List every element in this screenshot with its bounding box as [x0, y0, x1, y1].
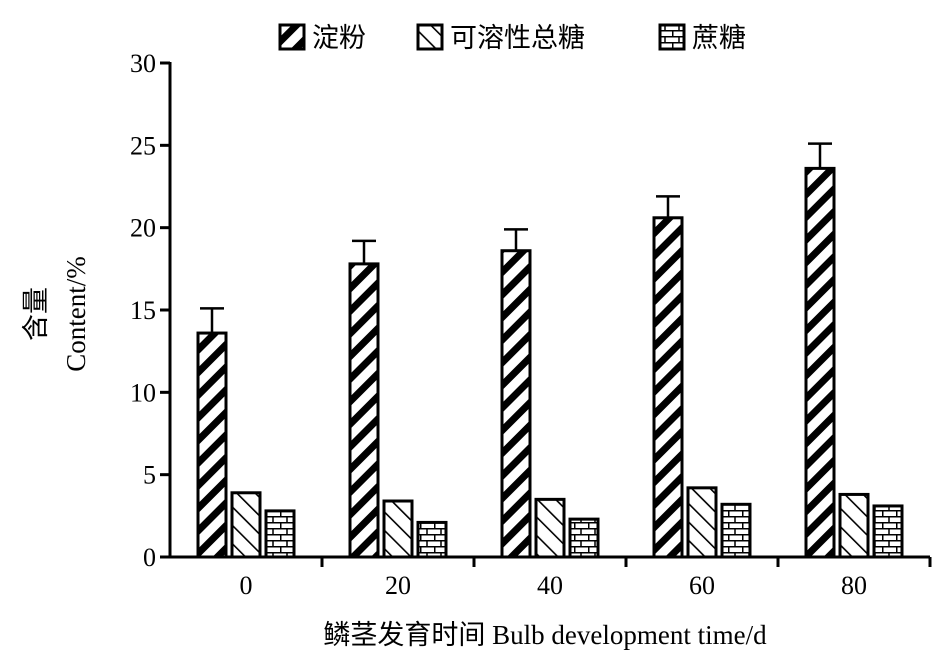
y-tick-label: 0: [143, 543, 156, 572]
legend-label-sucrose: 蔗糖: [692, 23, 746, 54]
bar-series-2: [534, 497, 566, 559]
legend-item-starch: 淀粉: [278, 23, 366, 54]
legend-swatch-soluble-sugar: [416, 23, 444, 51]
x-tick-label: 60: [689, 571, 715, 600]
bar-series-2: [382, 499, 414, 559]
y-axis-title-en: Content/%: [61, 256, 91, 372]
y-axis-title: 含量 Content/%: [21, 256, 91, 372]
bar-series-2: [686, 486, 718, 559]
bar-series-1: [804, 166, 836, 559]
y-axis-ticks: 0 5 10 15 20 25 30: [130, 49, 170, 572]
x-axis-ticks: 0 20 40 60 80: [240, 557, 932, 600]
bar-series-3: [568, 517, 600, 559]
legend-item-sucrose: 蔗糖: [658, 23, 746, 54]
x-tick-label: 80: [841, 571, 867, 600]
legend: 淀粉 可溶性总糖 蔗糖: [278, 23, 746, 54]
y-axis-title-cn: 含量: [21, 287, 51, 341]
y-tick-label: 10: [130, 378, 156, 407]
bar-series-1: [652, 216, 684, 559]
legend-label-soluble-sugar: 可溶性总糖: [450, 23, 585, 54]
y-tick-label: 25: [130, 131, 156, 160]
y-tick-label: 5: [143, 461, 156, 490]
bar-series-2: [230, 491, 262, 559]
bar-series-1: [500, 249, 532, 559]
legend-swatch-starch: [278, 23, 306, 51]
y-tick-label: 20: [130, 214, 156, 243]
bar-series-1: [348, 262, 380, 559]
bar-series-3: [416, 520, 448, 559]
legend-swatch-sucrose: [658, 23, 686, 51]
legend-item-soluble-sugar: 可溶性总糖: [416, 23, 585, 54]
y-tick-label: 30: [130, 49, 156, 78]
legend-label-starch: 淀粉: [312, 23, 366, 54]
x-axis-title: 鳞茎发育时间 Bulb development time/d: [323, 620, 767, 650]
bar-series-1: [196, 331, 228, 559]
bar-series-2: [838, 492, 870, 559]
bar-series-3: [264, 509, 296, 559]
x-tick-label: 0: [240, 571, 253, 600]
bar-series-3: [720, 502, 752, 559]
bar-series-3: [872, 504, 904, 559]
bars: [196, 142, 904, 559]
x-tick-label: 20: [385, 571, 411, 600]
x-tick-label: 40: [537, 571, 563, 600]
y-tick-label: 15: [130, 296, 156, 325]
